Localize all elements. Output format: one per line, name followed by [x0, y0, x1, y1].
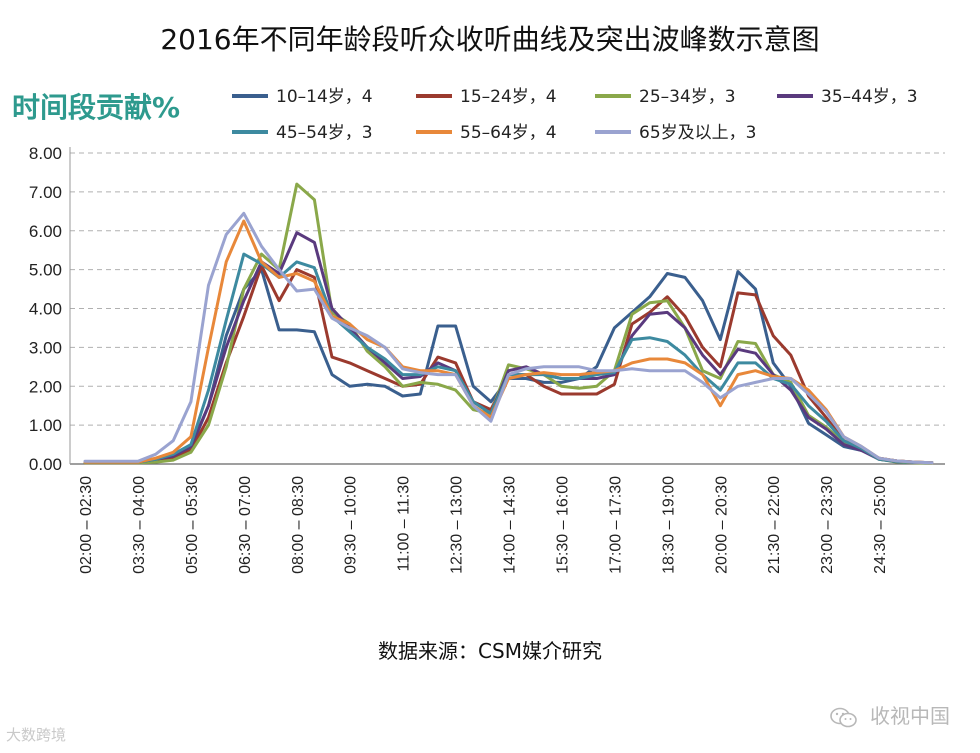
- y-axis-label: 时间段贡献%: [12, 91, 181, 124]
- legend-item: 35–44岁，3: [777, 87, 918, 107]
- y-tick-label: 4.00: [29, 300, 62, 319]
- y-tick-label: 1.00: [29, 416, 62, 435]
- x-tick-label: 06:30 – 07:00: [237, 476, 254, 574]
- legend-item: 25–34岁，3: [595, 87, 736, 107]
- series-line: [83, 219, 934, 465]
- legend-label: 45–54岁，3: [276, 123, 373, 143]
- legend-label: 25–34岁，3: [639, 87, 736, 107]
- x-tick-label: 23:00 – 23:30: [819, 476, 836, 574]
- x-tick-label: 20:00 – 20:30: [713, 476, 730, 574]
- legend-label: 10–14岁，4: [276, 87, 373, 107]
- legend-label: 65岁及以上，3: [639, 123, 756, 143]
- data-source-note: 数据来源：CSM媒介研究: [378, 639, 602, 663]
- x-tick-label: 05:00 – 05:30: [184, 476, 201, 574]
- x-tick-label: 21:30 – 22:00: [766, 476, 783, 574]
- x-tick-label: 09:30 – 10:00: [343, 476, 360, 574]
- grid-lines: [70, 152, 945, 426]
- legend-label: 35–44岁，3: [821, 87, 918, 107]
- x-tick-label: 03:30 – 04:00: [131, 476, 148, 574]
- y-tick-label: 3.00: [29, 338, 62, 357]
- legend-label: 55–64岁，4: [460, 123, 557, 143]
- legend-item: 15–24岁，4: [416, 87, 557, 107]
- series-line: [83, 231, 934, 465]
- x-tick-label: 11:00 – 11:30: [396, 476, 413, 572]
- y-tick-label: 8.00: [29, 144, 62, 163]
- x-tick-label: 08:00 – 08:30: [290, 476, 307, 574]
- x-tick-label: 02:00 – 02:30: [78, 476, 95, 574]
- series-line: [83, 252, 934, 465]
- legend-item: 55–64岁，4: [416, 123, 557, 143]
- legend-item: 45–54岁，3: [232, 123, 373, 143]
- series-lines: [83, 182, 934, 465]
- watermark-right-text: 收视中国: [870, 704, 950, 728]
- y-tick-labels: 0.00 1.00 2.00 3.00 4.00 5.00 6.00 7.00 8.00: [29, 144, 62, 474]
- series-line: [83, 211, 934, 465]
- line-chart: 0.00 1.00 2.00 3.00 4.00 5.00 6.00 7.00 8.00 02:…: [29, 87, 945, 574]
- y-tick-label: 7.00: [29, 183, 62, 202]
- x-tick-label: 14:00 – 14:30: [502, 476, 519, 574]
- x-tick-label: 15:30 – 16:00: [554, 476, 571, 574]
- y-tick-label: 2.00: [29, 377, 62, 396]
- x-tick-label: 17:00 – 17:30: [607, 476, 624, 574]
- legend-label: 15–24岁，4: [460, 87, 557, 107]
- legend-item: 65岁及以上，3: [595, 123, 756, 143]
- x-tick-label: 24:30 – 25:00: [872, 476, 889, 574]
- series-line: [83, 182, 934, 465]
- y-tick-label: 6.00: [29, 222, 62, 241]
- watermark-left: 大数跨境: [6, 726, 67, 744]
- legend: 10–14岁，4 15–24岁，4 25–34岁，3 35–44岁，3 45–54岁，3…: [232, 87, 918, 143]
- wechat-icon: [829, 707, 857, 727]
- legend-item: 10–14岁，4: [232, 87, 373, 107]
- watermark-right: 收视中国: [829, 700, 950, 729]
- chart-title: 2016年不同年龄段听众收听曲线及突出波峰数示意图: [160, 23, 820, 56]
- x-tick-label: 12:30 – 13:00: [449, 476, 466, 574]
- axes: [69, 147, 945, 465]
- y-tick-label: 0.00: [29, 455, 62, 474]
- x-tick-labels: 02:00 – 02:30 03:30 – 04:00 05:00 – 05:30 0…: [78, 476, 889, 574]
- y-tick-label: 5.00: [29, 261, 62, 280]
- x-tick-label: 18:30 – 19:00: [660, 476, 677, 574]
